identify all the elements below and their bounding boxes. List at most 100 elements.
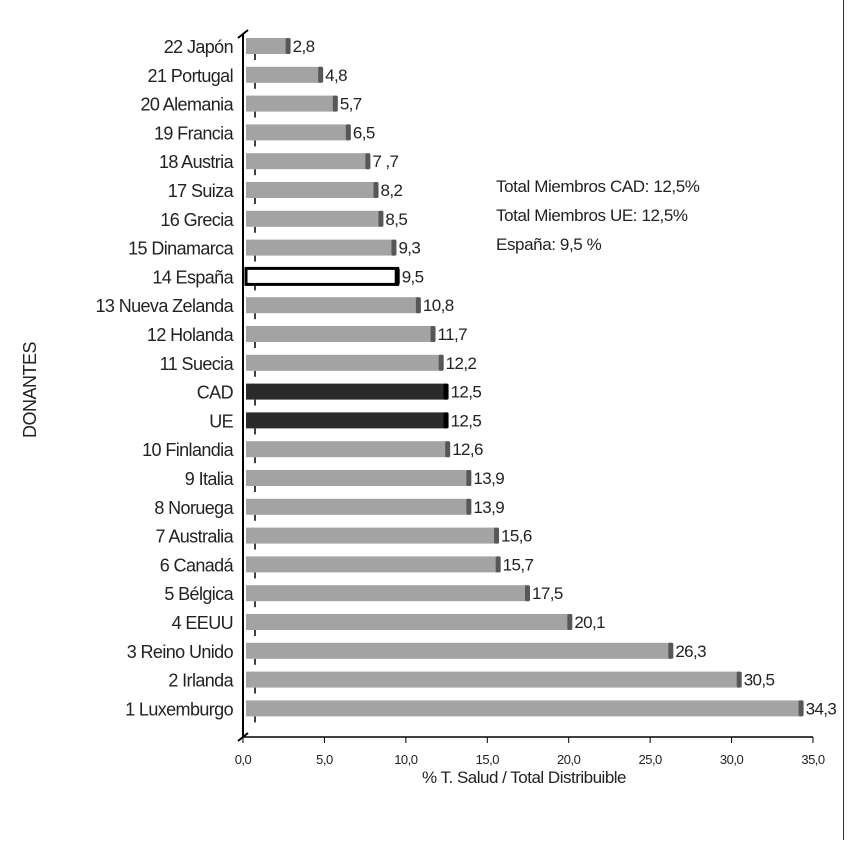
bar — [246, 38, 289, 54]
bar — [246, 671, 740, 688]
category-label: 8 Noruega — [154, 498, 234, 518]
value-label: 13,9 — [473, 498, 504, 517]
category-label: 6 Canadá — [160, 555, 235, 575]
value-label: 15,7 — [503, 555, 534, 574]
value-label: 12,2 — [446, 354, 477, 373]
value-label: 8,2 — [381, 181, 403, 200]
category-label: 1 Luxemburgo — [125, 699, 233, 719]
annotation-line: Total Miembros UE: 12,5% — [496, 206, 688, 225]
value-label: 15,6 — [501, 527, 532, 546]
category-label: 21 Portugal — [148, 66, 233, 86]
bar-end-cap — [525, 585, 530, 602]
bar-end-cap — [445, 441, 451, 458]
bar-end-cap — [494, 527, 500, 544]
category-label: 3 Reino Unido — [127, 642, 234, 662]
bar — [246, 182, 377, 198]
bar — [246, 585, 528, 602]
category-label: 11 Suecia — [160, 354, 235, 374]
x-tick-label: 15,0 — [476, 752, 500, 767]
value-label: 12,5 — [451, 411, 482, 430]
bar — [246, 470, 470, 486]
value-label: 11,7 — [438, 325, 468, 344]
x-axis-title: % T. Salud / Total Distribuible — [422, 768, 626, 787]
bar — [246, 124, 349, 141]
annotation-line: España: 9,5 % — [496, 235, 602, 254]
bar-end-cap — [394, 268, 400, 285]
bar — [246, 527, 498, 544]
value-label: 13,9 — [473, 469, 504, 488]
bar — [246, 642, 672, 659]
bar-end-cap — [373, 182, 379, 198]
bar-end-cap — [668, 642, 674, 659]
bar-end-cap — [443, 412, 449, 429]
value-label: 9,3 — [398, 239, 420, 258]
category-label: 10 Finlandia — [142, 440, 234, 460]
value-label: 2,8 — [293, 37, 315, 56]
value-label: 6,5 — [353, 123, 375, 142]
bar — [246, 297, 419, 314]
value-label: 5,7 — [340, 95, 362, 114]
value-label: 8,5 — [385, 210, 407, 229]
bar — [246, 239, 395, 256]
value-label: 12,6 — [452, 440, 483, 459]
bar — [246, 498, 470, 515]
bar-end-cap — [567, 614, 573, 630]
bar-end-cap — [466, 470, 472, 486]
bar-end-cap — [415, 297, 421, 314]
bar-end-cap — [798, 700, 804, 717]
value-label: 12,5 — [451, 383, 482, 402]
bar-end-cap — [495, 556, 501, 573]
category-label: 18 Austria — [159, 152, 235, 172]
category-label: 4 EEUU — [172, 613, 233, 633]
value-label: 20,1 — [574, 613, 605, 632]
bar-end-cap — [332, 95, 338, 112]
category-label: 9 Italia — [185, 469, 235, 489]
x-tick-label: 10,0 — [394, 752, 418, 767]
bar-end-cap — [430, 326, 436, 342]
bar-end-cap — [443, 383, 449, 400]
bar — [246, 441, 449, 458]
x-tick-label: 30,0 — [720, 752, 744, 767]
bar — [246, 383, 447, 400]
value-label: 26,3 — [675, 642, 706, 661]
frame-border — [843, 0, 844, 840]
x-tick-label: 20,0 — [557, 752, 581, 767]
bar — [246, 153, 369, 170]
value-label: 34,3 — [806, 699, 837, 718]
value-label: 30,5 — [744, 671, 775, 690]
bar-end-cap — [736, 671, 742, 688]
x-tick-label: 35,0 — [801, 752, 825, 767]
value-label: 17,5 — [532, 584, 563, 603]
bar — [246, 614, 571, 630]
x-tick-label: 0,0 — [235, 752, 252, 767]
bar — [246, 412, 447, 429]
bar-end-cap — [378, 210, 384, 227]
bar-end-cap — [365, 153, 371, 170]
bar — [246, 326, 434, 342]
category-label: 22 Japón — [164, 37, 233, 57]
category-label: 20 Alemania — [141, 95, 235, 115]
category-label: 5 Bélgica — [164, 584, 234, 604]
category-label: 17 Suiza — [168, 181, 235, 201]
x-tick-label: 5,0 — [316, 752, 333, 767]
value-label: 7 ,7 — [372, 152, 398, 171]
category-label: 2 Irlanda — [168, 671, 234, 691]
category-label: 15 Dinamarca — [128, 239, 234, 259]
bar-end-cap — [438, 354, 444, 371]
category-label: 19 Francia — [154, 123, 235, 143]
bar — [246, 556, 499, 573]
annotation-line: Total Miembros CAD: 12,5% — [496, 177, 700, 196]
bar — [244, 266, 400, 286]
x-tick-label: 25,0 — [638, 752, 662, 767]
category-label: 12 Holanda — [147, 325, 235, 345]
bar — [246, 354, 442, 371]
value-label: 4,8 — [325, 66, 347, 85]
category-label: 13 Nueva Zelanda — [95, 296, 234, 316]
bar-end-cap — [285, 38, 291, 54]
bar — [246, 95, 336, 112]
bar — [246, 700, 802, 717]
value-label: 10,8 — [423, 296, 454, 315]
bar — [246, 66, 322, 83]
